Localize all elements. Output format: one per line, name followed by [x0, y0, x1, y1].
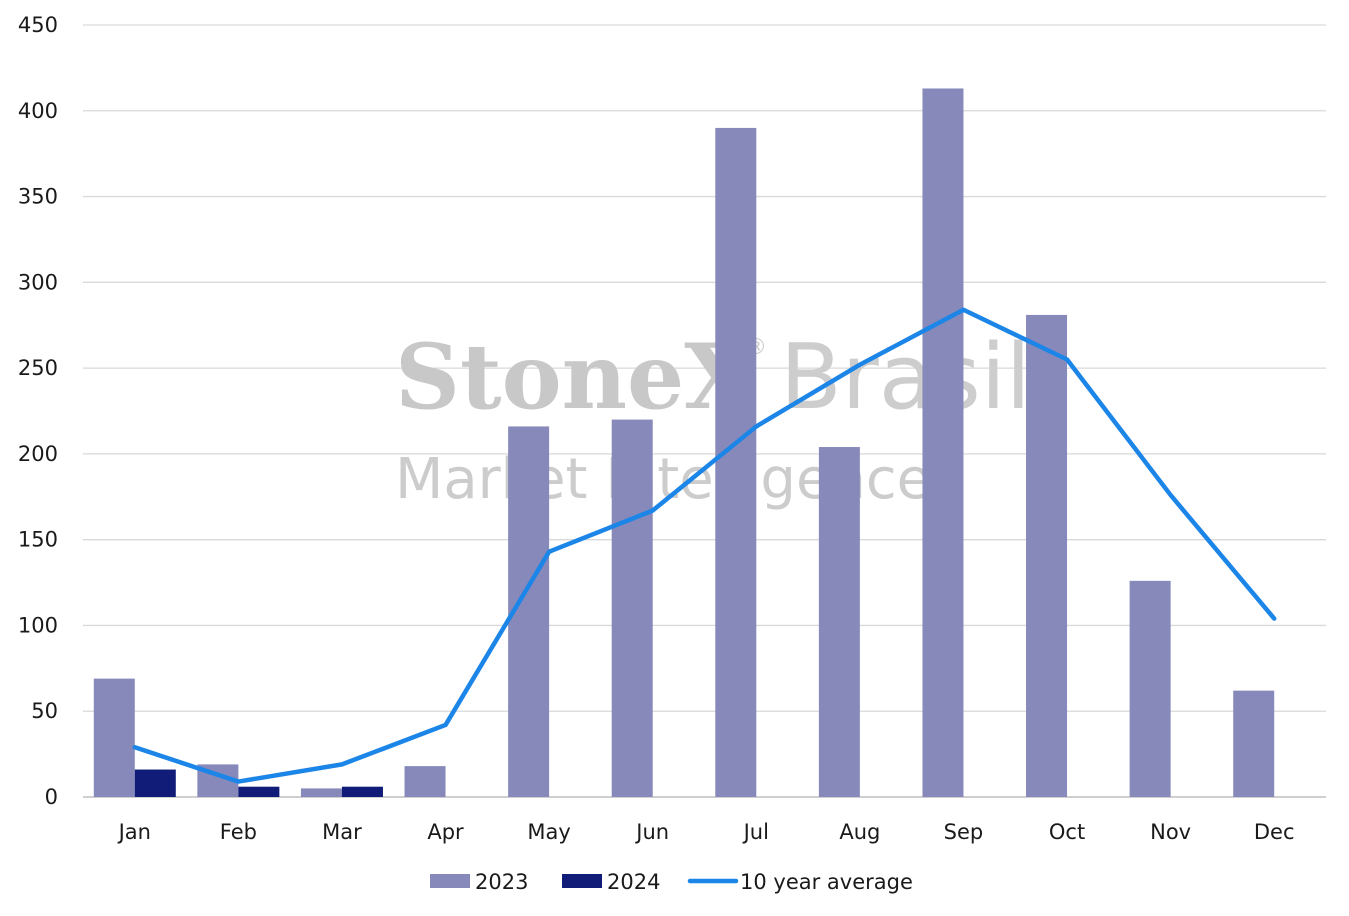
average-line	[132, 307, 1277, 784]
line-series-10-year-average	[132, 307, 1277, 784]
bar-2024-mar	[341, 786, 383, 797]
x-tick-label: Mar	[322, 820, 362, 844]
axes: 0 50 100 150 200 250 300 350 400 450 Jan Feb Mar Apr M…	[18, 13, 1326, 844]
bar-2023-apr	[404, 766, 446, 797]
x-tick-label: Feb	[220, 820, 257, 844]
y-tick-label: 0	[45, 785, 58, 809]
x-tick-label: Jun	[634, 820, 669, 844]
y-tick-label: 200	[18, 442, 58, 466]
legend-label-2023: 2023	[475, 870, 528, 894]
x-tick-label: Apr	[427, 820, 464, 844]
x-tick-label: Oct	[1049, 820, 1085, 844]
bar-2023-dec	[1233, 690, 1275, 797]
legend-label-10-year-average: 10 year average	[740, 870, 913, 894]
bar-2023-jun	[611, 419, 653, 797]
bar-2023-mar	[300, 788, 342, 797]
y-tick-label: 300	[18, 270, 58, 294]
watermark-brand: StoneX	[395, 324, 754, 430]
legend-label-2024: 2024	[607, 870, 660, 894]
y-tick-label: 100	[18, 613, 58, 637]
bar-2023-jan	[93, 678, 135, 797]
y-tick-label: 450	[18, 13, 58, 37]
y-tick-label: 250	[18, 356, 58, 380]
x-tick-label: Jul	[742, 820, 769, 844]
bar-2023-jul	[715, 127, 757, 797]
x-tick-label: May	[527, 820, 570, 844]
y-tick-label: 400	[18, 99, 58, 123]
x-tick-label: Dec	[1254, 820, 1295, 844]
bar-2023-aug	[818, 447, 860, 797]
y-tick-label: 150	[18, 528, 58, 552]
x-tick-label: Jan	[117, 820, 151, 844]
x-tick-label: Nov	[1150, 820, 1191, 844]
bar-2023-sep	[922, 88, 964, 797]
y-tick-label: 50	[31, 699, 58, 723]
grid-lines	[83, 24, 1326, 712]
legend-swatch-2024	[562, 874, 602, 888]
x-tick-label: Sep	[944, 820, 984, 844]
bar-2024-jan	[134, 769, 176, 797]
x-tick-label: Aug	[839, 820, 880, 844]
bar-2024-feb	[238, 786, 280, 797]
bars	[93, 88, 1275, 797]
legend-swatch-2023	[430, 874, 470, 888]
bar-2023-oct	[1026, 314, 1068, 797]
bar-2023-nov	[1129, 580, 1171, 797]
y-tick-label: 350	[18, 185, 58, 209]
legend: 2023 2024 10 year average	[430, 870, 913, 894]
